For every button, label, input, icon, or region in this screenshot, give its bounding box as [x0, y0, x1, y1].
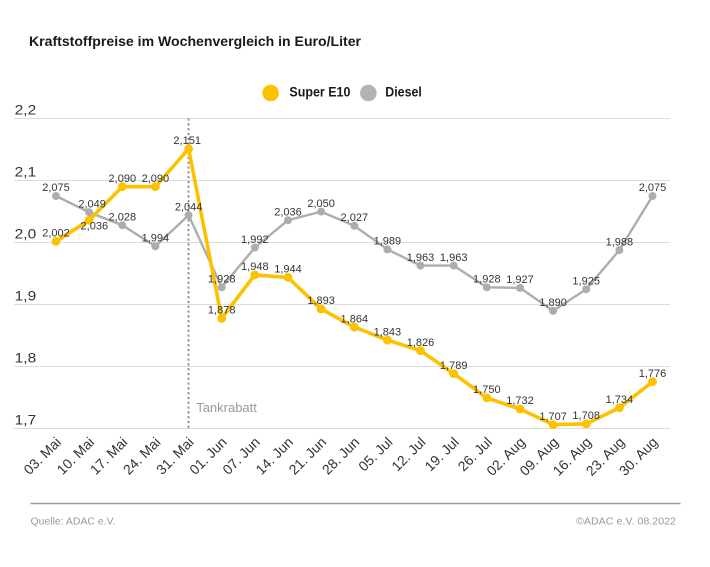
svg-text:1,989: 1,989	[374, 236, 402, 248]
svg-text:1,963: 1,963	[440, 252, 468, 264]
svg-text:1,963: 1,963	[407, 252, 435, 264]
svg-text:1,826: 1,826	[407, 337, 435, 349]
svg-text:1,8: 1,8	[15, 349, 37, 365]
svg-text:2,090: 2,090	[109, 173, 137, 185]
svg-text:2,028: 2,028	[109, 211, 137, 223]
svg-text:1,9: 1,9	[15, 287, 37, 303]
svg-text:2,027: 2,027	[341, 212, 369, 224]
svg-text:Diesel: Diesel	[385, 84, 422, 100]
svg-text:2,036: 2,036	[274, 206, 302, 218]
svg-text:1,988: 1,988	[606, 236, 634, 248]
svg-text:2,050: 2,050	[307, 198, 335, 210]
svg-text:Quelle: ADAC e.V.: Quelle: ADAC e.V.	[31, 516, 116, 528]
svg-text:1,776: 1,776	[639, 368, 667, 380]
svg-text:1,7: 1,7	[15, 411, 37, 427]
svg-text:2,002: 2,002	[42, 228, 70, 240]
svg-text:1,994: 1,994	[142, 233, 170, 245]
svg-text:©ADAC e.V. 08.2022: ©ADAC e.V. 08.2022	[576, 516, 676, 528]
svg-text:1,925: 1,925	[572, 275, 600, 287]
svg-text:1,878: 1,878	[208, 305, 236, 317]
svg-text:1,734: 1,734	[606, 394, 634, 406]
svg-text:Tankrabatt: Tankrabatt	[196, 400, 257, 415]
svg-text:1,890: 1,890	[539, 297, 567, 309]
svg-text:1,708: 1,708	[572, 410, 600, 422]
svg-text:1,992: 1,992	[241, 234, 269, 246]
svg-text:2,036: 2,036	[81, 221, 109, 233]
svg-text:2,2: 2,2	[15, 101, 37, 117]
svg-text:1,750: 1,750	[473, 384, 501, 396]
svg-text:2,075: 2,075	[42, 182, 70, 194]
svg-text:2,151: 2,151	[173, 135, 201, 147]
svg-text:2,090: 2,090	[142, 173, 170, 185]
svg-text:2,044: 2,044	[175, 202, 203, 214]
svg-text:1,928: 1,928	[473, 274, 501, 286]
svg-text:1,948: 1,948	[241, 261, 269, 273]
svg-text:2,0: 2,0	[15, 225, 37, 241]
svg-text:1,944: 1,944	[274, 264, 302, 276]
svg-text:1,732: 1,732	[506, 395, 534, 407]
svg-text:2,1: 2,1	[15, 163, 37, 179]
svg-text:1,843: 1,843	[374, 326, 402, 338]
svg-text:Super E10: Super E10	[289, 84, 350, 100]
svg-text:1,789: 1,789	[440, 360, 468, 372]
svg-text:1,928: 1,928	[208, 274, 236, 286]
svg-text:1,864: 1,864	[341, 313, 369, 325]
svg-text:1,707: 1,707	[539, 411, 567, 423]
svg-text:Kraftstoffpreise im Wochenverg: Kraftstoffpreise im Wochenvergleich in E…	[29, 34, 362, 49]
svg-text:2,049: 2,049	[78, 198, 106, 210]
svg-text:1,893: 1,893	[307, 295, 335, 307]
svg-text:2,075: 2,075	[639, 182, 667, 194]
svg-text:1,927: 1,927	[506, 274, 534, 286]
